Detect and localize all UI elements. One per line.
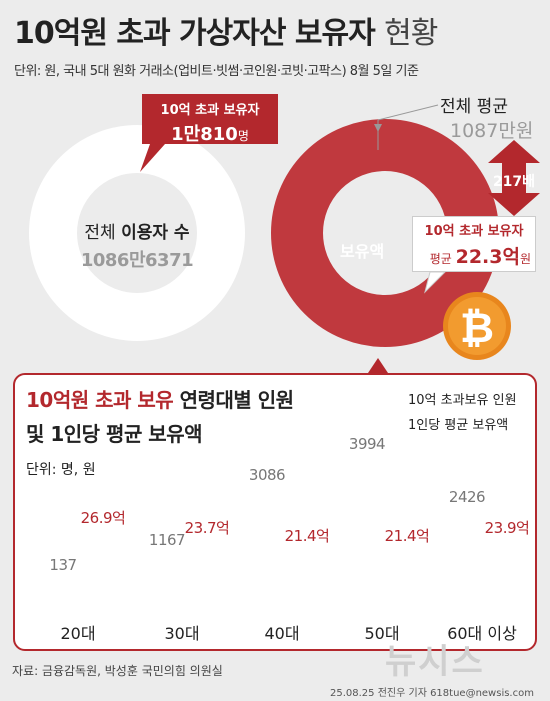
holder-callout: 10억 초과 보유자 1만810명	[142, 94, 278, 145]
people-value-label: 137	[49, 556, 77, 574]
ratio-label: 217배	[492, 174, 536, 190]
rich-callout-label: 10억 초과 보유자	[424, 224, 524, 239]
amount-center-label: 보유액	[340, 242, 385, 261]
age-panel	[13, 373, 537, 651]
newsis-logo: 뉴시스	[385, 642, 485, 682]
rich-callout-value: 22.3억	[455, 246, 520, 268]
avg-value: 1087만원	[450, 120, 534, 142]
panel-pointer	[368, 358, 388, 373]
users-value: 1086만6371	[80, 250, 194, 271]
title-light: 현황	[384, 16, 438, 51]
credit-line: 25.08.25 전진우 기자 618tue@newsis.com	[330, 688, 534, 699]
people-value-label: 3994	[348, 435, 386, 453]
users-label: 전체 이용자 수	[84, 223, 190, 243]
rich-callout-pointer	[424, 271, 447, 294]
avg-value-label: 26.9억	[80, 508, 126, 527]
unit-note: 단위: 원, 국내 5대 원화 거래소(업비트·빗썸·코인원·코빗·고팍스) 8…	[14, 64, 419, 79]
panel-title-line2: 및 1인당 평균 보유액	[26, 422, 203, 446]
category-label: 40대	[264, 624, 300, 643]
holder-callout-unit: 명	[237, 129, 249, 143]
category-label: 60대 이상	[447, 624, 517, 643]
rich-callout: 10억 초과 보유자 평균 22.3억원	[412, 216, 536, 272]
panel-unit: 단위: 명, 원	[26, 462, 96, 478]
legend-people: 10억 초과보유 인원	[408, 393, 517, 408]
category-label: 20대	[60, 624, 96, 643]
avg-value-label: 21.4억	[384, 526, 430, 545]
page-title: 10억원 초과 가상자산 보유자 현황	[14, 8, 438, 52]
svg-text:₿: ₿	[460, 303, 494, 352]
holder-callout-pointer	[140, 144, 165, 172]
panel-title: 10억원 초과 보유 연령대별 인원	[26, 388, 294, 412]
avg-value-label: 23.7억	[184, 519, 230, 538]
ratio-arrow-icon	[488, 140, 540, 216]
users-donut-ring	[29, 125, 245, 341]
source-note: 자료: 금융감독원, 박성훈 국민의힘 의원실	[12, 664, 223, 678]
holder-callout-label: 10억 초과 보유자	[160, 103, 260, 118]
people-value-label: 3086	[248, 465, 286, 484]
bitcoin-icon: ₿	[443, 292, 511, 360]
holder-callout-value: 1만810	[171, 124, 238, 145]
category-label: 30대	[164, 624, 200, 643]
people-value-label: 2426	[448, 487, 486, 506]
avg-label: 전체 평균	[440, 97, 508, 117]
avg-value-label: 23.9억	[484, 518, 530, 537]
title-main: 10억원 초과 가상자산 보유자	[14, 16, 376, 51]
category-label: 50대	[364, 624, 400, 643]
people-value-label: 1167	[148, 530, 186, 549]
avg-value-label: 21.4억	[284, 526, 330, 545]
legend-avg: 1인당 평균 보유액	[408, 418, 509, 433]
